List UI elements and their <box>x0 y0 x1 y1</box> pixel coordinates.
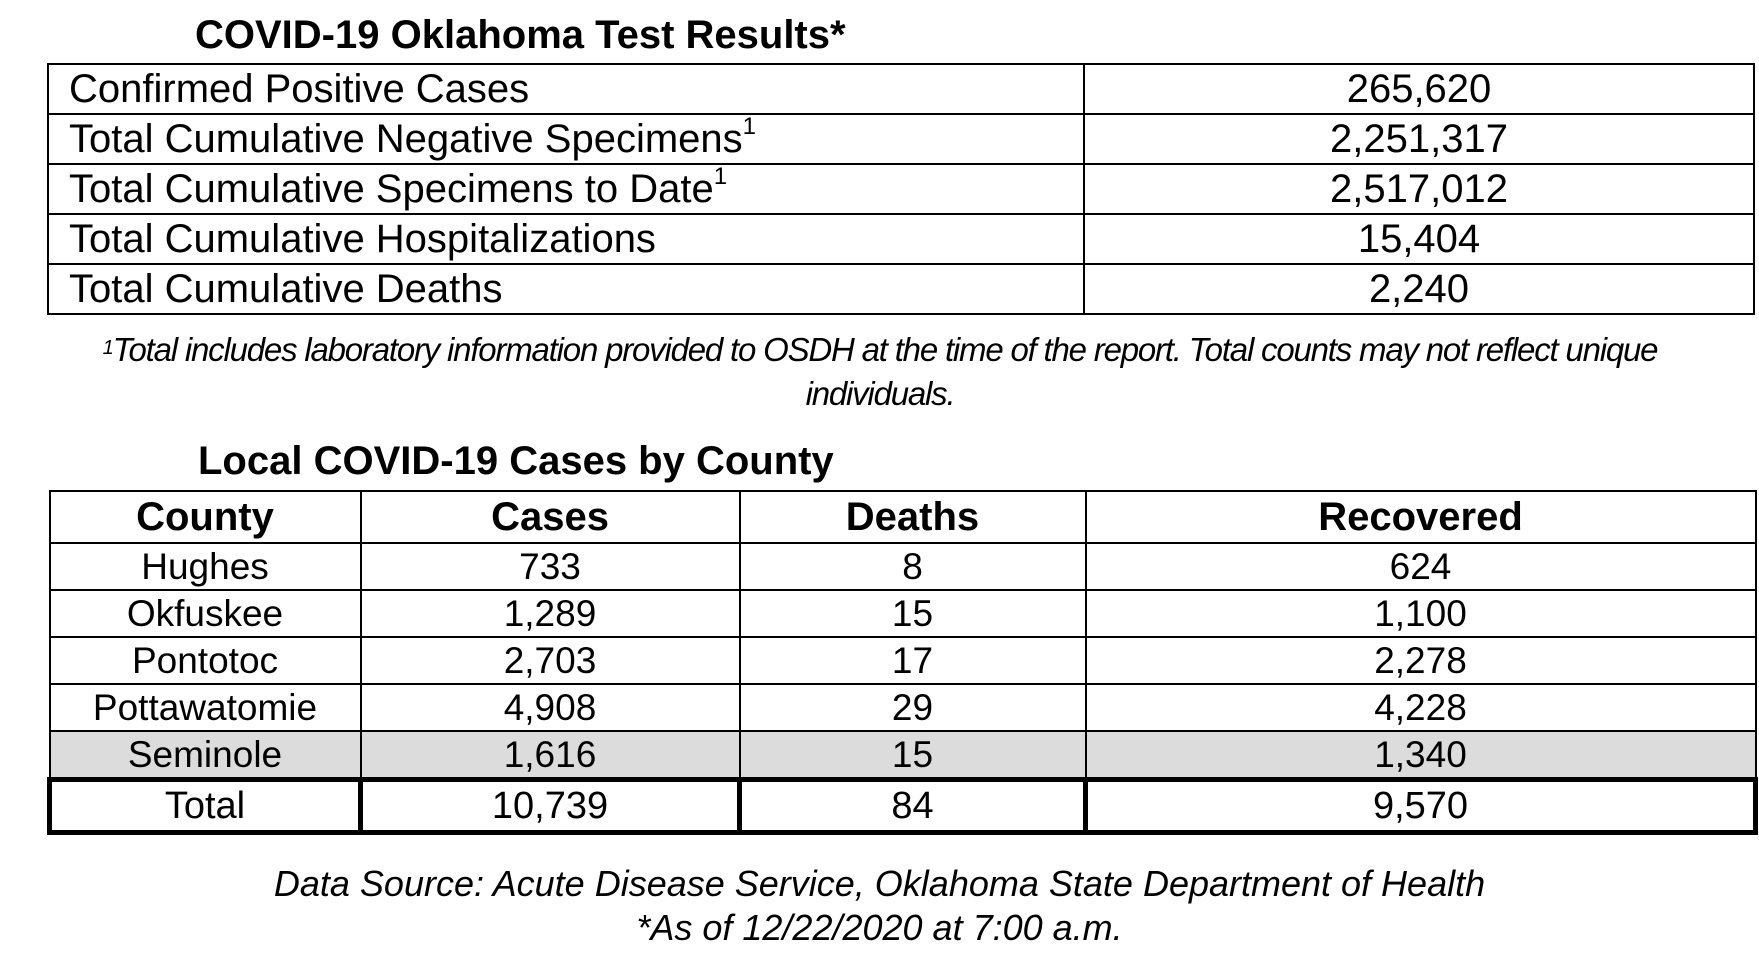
table-row: Okfuskee 1,289 15 1,100 <box>48 589 1757 638</box>
deaths-cell: 8 <box>738 542 1087 591</box>
footnote: 1Total includes laboratory information p… <box>60 328 1700 416</box>
metric-value: 2,251,317 <box>1083 113 1755 165</box>
recovered-cell: 1,100 <box>1084 589 1757 638</box>
county-cell: Pontotoc <box>48 636 362 685</box>
deaths-cell: 29 <box>738 683 1087 732</box>
cases-cell: 4,908 <box>359 683 741 732</box>
column-header-deaths: Deaths <box>738 490 1087 544</box>
county-cell: Pottawatomie <box>48 683 362 732</box>
cases-cell: 2,703 <box>359 636 741 685</box>
column-header-county: County <box>48 490 362 544</box>
test-results-title: COVID-19 Oklahoma Test Results* <box>195 13 846 57</box>
county-cell: Seminole <box>48 730 362 781</box>
metric-label: Total Cumulative Negative Specimens1 <box>47 113 1085 165</box>
county-cases-table: County Cases Deaths Recovered Hughes 733… <box>47 490 1758 835</box>
table-row-highlighted: Seminole 1,616 15 1,340 <box>48 730 1757 781</box>
cases-cell: 1,289 <box>359 589 741 638</box>
deaths-cell: 15 <box>738 589 1087 638</box>
test-results-table: Confirmed Positive Cases 265,620 Total C… <box>47 63 1755 315</box>
deaths-cell: 17 <box>738 636 1087 685</box>
metric-value: 2,240 <box>1083 263 1755 315</box>
as-of-timestamp: *As of 12/22/2020 at 7:00 a.m. <box>636 907 1123 948</box>
table-row: Hughes 733 8 624 <box>48 542 1757 591</box>
recovered-cell: 1,340 <box>1084 730 1757 781</box>
metric-label: Total Cumulative Deaths <box>47 263 1085 315</box>
table-row: Total Cumulative Specimens to Date1 2,51… <box>47 163 1755 215</box>
footnote-marker: 1 <box>742 113 757 140</box>
metric-value: 265,620 <box>1083 63 1755 115</box>
table-row: Pottawatomie 4,908 29 4,228 <box>48 683 1757 732</box>
column-header-recovered: Recovered <box>1084 490 1757 544</box>
deaths-cell: 15 <box>738 730 1087 781</box>
metric-label: Confirmed Positive Cases <box>47 63 1085 115</box>
table-row: Confirmed Positive Cases 265,620 <box>47 63 1755 115</box>
total-row: Total 10,739 84 9,570 <box>47 777 1758 835</box>
cases-cell: 733 <box>359 542 741 591</box>
recovered-cell: 4,228 <box>1084 683 1757 732</box>
total-recovered-cell: 9,570 <box>1083 777 1758 835</box>
total-label-cell: Total <box>47 777 363 835</box>
county-cell: Okfuskee <box>48 589 362 638</box>
total-deaths-cell: 84 <box>737 777 1088 835</box>
footnote-marker: 1 <box>102 337 114 359</box>
metric-label: Total Cumulative Hospitalizations <box>47 213 1085 265</box>
cases-cell: 1,616 <box>359 730 741 781</box>
column-header-cases: Cases <box>359 490 741 544</box>
recovered-cell: 2,278 <box>1084 636 1757 685</box>
county-table-title: Local COVID-19 Cases by County <box>198 439 834 483</box>
table-row: Pontotoc 2,703 17 2,278 <box>48 636 1757 685</box>
table-row: Total Cumulative Hospitalizations 15,404 <box>47 213 1755 265</box>
metric-label: Total Cumulative Specimens to Date1 <box>47 163 1085 215</box>
table-row: Total Cumulative Negative Specimens1 2,2… <box>47 113 1755 165</box>
table-row: Total Cumulative Deaths 2,240 <box>47 263 1755 315</box>
footnote-text: Total includes laboratory information pr… <box>112 331 1659 412</box>
metric-value: 2,517,012 <box>1083 163 1755 215</box>
metric-value: 15,404 <box>1083 213 1755 265</box>
header-row: County Cases Deaths Recovered <box>48 490 1757 544</box>
total-cases-cell: 10,739 <box>358 777 742 835</box>
footnote-marker: 1 <box>713 163 728 190</box>
recovered-cell: 624 <box>1084 542 1757 591</box>
county-cell: Hughes <box>48 542 362 591</box>
data-source-note: Data Source: Acute Disease Service, Okla… <box>273 863 1486 904</box>
